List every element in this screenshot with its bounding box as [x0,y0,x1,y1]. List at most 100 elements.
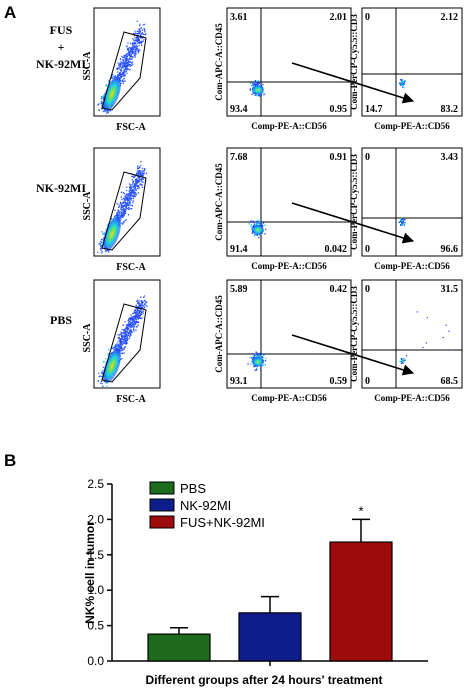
event-dot [138,173,140,176]
event-dot [118,212,120,214]
event-dot [135,46,137,48]
event-dot [124,201,127,204]
event-dot [115,215,117,217]
event-dot [135,308,137,310]
event-dot [123,347,126,349]
event-dot [134,46,136,49]
event-dot [125,330,127,332]
event-dot [138,171,140,174]
event-dot [99,244,101,247]
event-dot [117,216,119,218]
event-dot [141,31,143,34]
event-dot [126,197,128,199]
event-dot [101,382,103,385]
event-dot [137,48,139,50]
event-dot [130,334,132,336]
quadrant-ul: 7.68 [230,152,248,163]
event-dot [122,75,124,77]
event-dot [120,203,122,205]
event-dot [127,42,129,44]
event-dot [401,80,403,83]
event-dot [123,204,125,206]
event-dot [103,94,105,97]
event-dot [101,372,103,374]
event-dot [124,68,127,70]
event-dot [139,317,141,319]
event-dot [127,54,129,57]
event-dot [263,364,265,366]
event-dot [144,23,146,26]
event-dot [128,53,130,55]
event-dot [120,347,122,349]
event-dot [137,317,139,319]
event-dot [133,176,135,179]
event-dot [130,56,132,58]
event-dot [122,192,125,194]
event-dot [121,337,123,339]
event-dot [132,197,134,200]
plot-frame [361,147,463,257]
legend-label: FUS+NK-92MI [180,515,265,530]
event-dot [258,354,260,356]
event-dot [136,321,138,323]
event-dot [134,195,136,198]
event-dot [117,210,119,213]
event-dot [113,345,116,347]
event-dot [124,342,126,344]
event-dot [135,318,137,321]
event-dot [127,320,129,322]
event-dot [141,313,143,315]
quadrant-ll: 93.1 [230,376,248,387]
event-dot [134,42,136,44]
event-dot [119,347,121,350]
event-dot [128,322,130,324]
event-dot [141,303,143,305]
event-dot [125,207,127,209]
event-dot [264,224,266,226]
event-dot [143,39,145,41]
event-dot [123,211,125,213]
event-dot [119,70,122,72]
event-dot [106,112,108,115]
event-dot [100,249,102,251]
plot-frame [226,7,352,117]
event-dot [403,224,405,226]
event-dot [140,161,142,163]
event-dot [261,224,263,227]
event-dot [127,207,129,210]
event-dot [129,336,131,338]
quadrant-ur: 2.12 [441,12,459,23]
event-dot [252,85,254,87]
event-dot [258,220,260,222]
event-dot [400,224,402,226]
event-dot [124,67,127,70]
event-dot [120,213,123,215]
event-dot [118,344,120,347]
event-dot [126,199,128,201]
event-dot [404,224,406,227]
gate-y-label: SSC-A [82,51,93,81]
event-dot [128,61,131,63]
event-dot [136,37,139,39]
event-dot [125,45,128,48]
event-dot [101,245,103,247]
event-dot [130,322,132,324]
legend-label: PBS [180,481,206,496]
event-dot [101,231,103,233]
event-dot [138,42,140,44]
event-dot [126,68,128,70]
event-dot [139,166,141,168]
event-dot [119,63,121,65]
event-dot [125,205,127,207]
event-dot [259,354,261,356]
event-dot [137,314,139,316]
event-dot [123,340,125,342]
event-dot [256,354,258,356]
group-label: NK-92MI [36,181,86,195]
event-dot [118,215,120,217]
event-dot [118,72,121,74]
event-dot [117,209,119,211]
event-dot [259,223,261,226]
quadrant-ul: 3.61 [230,12,248,23]
